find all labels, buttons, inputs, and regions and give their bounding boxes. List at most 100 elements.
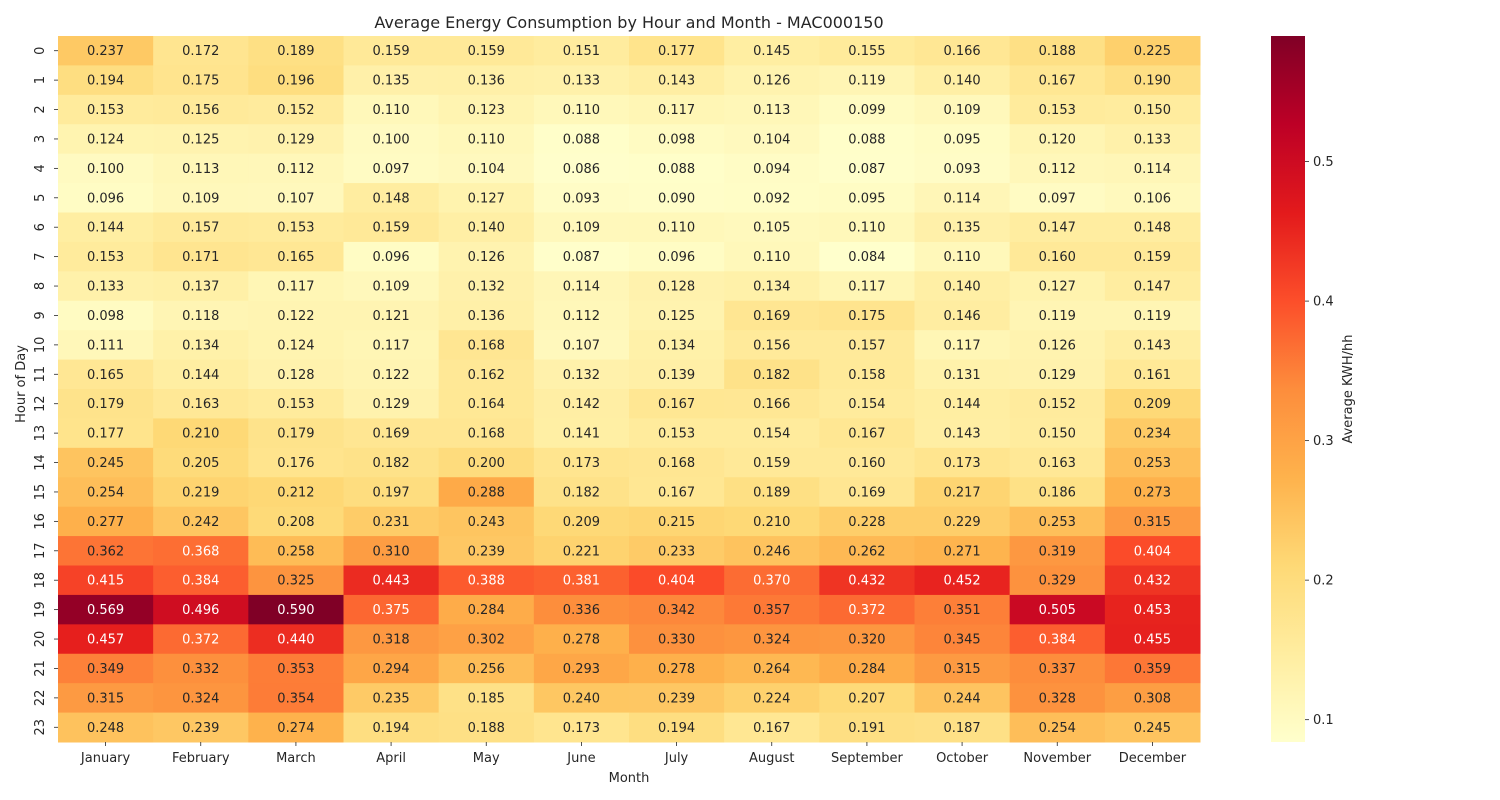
cell-value-label: 0.159 [468, 44, 505, 59]
colorbar-tick-label: 0.5 [1313, 155, 1334, 170]
cell-value-label: 0.133 [87, 280, 124, 295]
cell-value-label: 0.169 [372, 427, 409, 442]
heatmap-cell [819, 241, 915, 272]
heatmap-cell [248, 653, 344, 684]
cell-value-label: 0.224 [753, 691, 790, 706]
cell-value-label: 0.109 [182, 191, 219, 206]
heatmap-cell [58, 124, 154, 155]
cell-value-label: 0.372 [848, 603, 885, 618]
cell-value-label: 0.128 [277, 368, 314, 383]
cell-value-label: 0.381 [563, 574, 600, 589]
cell-value-label: 0.274 [277, 721, 314, 736]
cell-value-label: 0.239 [468, 544, 505, 559]
heatmap-cell [819, 330, 915, 361]
heatmap-cell [1104, 271, 1201, 302]
heatmap-cell [248, 712, 344, 743]
heatmap-cell [1104, 565, 1201, 596]
heatmap-cell [724, 271, 820, 302]
cell-value-label: 0.142 [563, 397, 600, 412]
cell-value-label: 0.125 [658, 309, 695, 324]
cell-value-label: 0.243 [468, 515, 505, 530]
heatmap-cell [153, 271, 249, 302]
y-tick-label: 16 [33, 513, 48, 530]
cell-value-label: 0.208 [277, 515, 314, 530]
heatmap-cell [343, 536, 440, 566]
heatmap-cell [343, 389, 440, 419]
cell-value-label: 0.136 [468, 309, 505, 324]
heatmap-cell [1009, 271, 1106, 302]
heatmap-cell [724, 624, 820, 655]
heatmap-cell [438, 271, 535, 302]
cell-value-label: 0.237 [87, 44, 124, 59]
cell-value-label: 0.156 [182, 103, 219, 118]
heatmap-cell [248, 683, 344, 714]
heatmap-cell [248, 506, 344, 537]
cell-value-label: 0.315 [87, 691, 124, 706]
cell-value-label: 0.415 [87, 574, 124, 589]
cell-value-label: 0.087 [563, 250, 600, 265]
cell-value-label: 0.097 [1039, 191, 1076, 206]
cell-value-label: 0.245 [1134, 721, 1171, 736]
cell-value-label: 0.110 [848, 221, 885, 236]
heatmap-cell [819, 124, 915, 155]
heatmap-cell [629, 477, 725, 508]
heatmap-cell [724, 477, 820, 508]
cell-value-label: 0.388 [468, 574, 505, 589]
heatmap-cell [153, 36, 249, 66]
heatmap-cell [629, 330, 725, 361]
y-tick-label: 20 [33, 631, 48, 648]
cell-value-label: 0.159 [372, 44, 409, 59]
cell-value-label: 0.107 [563, 338, 600, 353]
heatmap-cell [533, 683, 630, 714]
heatmap-cell [914, 212, 1011, 243]
cell-value-label: 0.161 [1134, 368, 1171, 383]
cell-value-label: 0.167 [1039, 74, 1076, 89]
heatmap-cell [819, 565, 915, 596]
cell-value-label: 0.119 [1039, 309, 1076, 324]
cell-value-label: 0.189 [277, 44, 314, 59]
heatmap-cell [343, 624, 440, 655]
cell-value-label: 0.182 [372, 456, 409, 471]
cell-value-label: 0.117 [848, 280, 885, 295]
cell-value-label: 0.086 [563, 162, 600, 177]
cell-value-label: 0.190 [1134, 74, 1171, 89]
cell-value-label: 0.147 [1039, 221, 1076, 236]
heatmap-cell [724, 506, 820, 537]
cell-value-label: 0.248 [87, 721, 124, 736]
heatmap-cell [58, 36, 154, 66]
heatmap-cell [343, 241, 440, 272]
heatmap-cell [153, 418, 249, 449]
cell-value-label: 0.087 [848, 162, 885, 177]
cell-value-label: 0.262 [848, 544, 885, 559]
cell-value-label: 0.096 [372, 250, 409, 265]
heatmap-cell [533, 389, 630, 419]
heatmap-cell [153, 153, 249, 184]
cell-value-label: 0.126 [1039, 338, 1076, 353]
heatmap-cell [914, 241, 1011, 272]
heatmap-cell [533, 212, 630, 243]
heatmap-cell [1009, 36, 1106, 66]
heatmap-cell [914, 536, 1011, 566]
cell-value-label: 0.217 [943, 485, 980, 500]
heatmap-cell [629, 153, 725, 184]
cell-value-label: 0.154 [848, 397, 885, 412]
cell-value-label: 0.173 [943, 456, 980, 471]
heatmap-cell [248, 594, 344, 625]
cell-value-label: 0.104 [468, 162, 505, 177]
cell-value-label: 0.156 [753, 338, 790, 353]
heatmap-cell [438, 65, 535, 96]
cell-value-label: 0.158 [848, 368, 885, 383]
heatmap-cell [914, 153, 1011, 184]
cell-value-label: 0.112 [277, 162, 314, 177]
heatmap-cell [438, 594, 535, 625]
heatmap-cell [58, 683, 154, 714]
cell-value-label: 0.129 [277, 132, 314, 147]
heatmap-cell [248, 36, 344, 66]
cell-value-label: 0.404 [658, 574, 695, 589]
x-tick-label: July [664, 751, 689, 766]
heatmap-cell [438, 447, 535, 478]
heatmap-cell [629, 594, 725, 625]
cell-value-label: 0.110 [468, 132, 505, 147]
heatmap-cell [58, 389, 154, 419]
